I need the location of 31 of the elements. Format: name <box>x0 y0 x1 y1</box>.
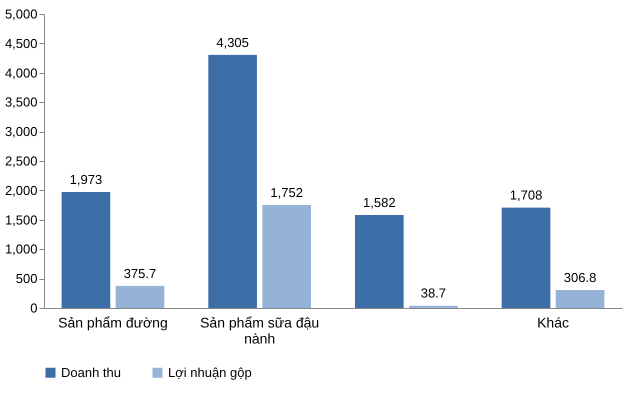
data-label: 4,305 <box>216 34 249 50</box>
x-tick-label: Sản phẩm sữa đậu nành <box>200 314 320 346</box>
y-tick-label: 1,000 <box>4 242 38 257</box>
bar <box>355 214 404 308</box>
data-label: 375.7 <box>124 266 156 281</box>
y-tick-label: 0 <box>30 300 38 316</box>
data-label: 306.8 <box>564 270 596 285</box>
x-tick-label: Sản phẩm đường <box>58 314 168 330</box>
legend-label: Doanh thu <box>61 364 121 380</box>
bar <box>116 286 164 308</box>
bar <box>62 192 110 308</box>
y-tick-label: 3,000 <box>4 124 38 140</box>
legend-label: Lợi nhuận gộp <box>168 364 252 380</box>
data-label: 1,973 <box>70 172 102 187</box>
y-tick-label: 2,500 <box>4 154 38 168</box>
y-tick-label: 500 <box>16 271 38 286</box>
y-tick-label: 2,000 <box>4 182 38 198</box>
x-tick-label: Khác <box>537 314 570 330</box>
bar <box>502 208 550 308</box>
y-tick-label: 4,000 <box>4 65 38 80</box>
y-tick-label: 1,500 <box>4 212 38 228</box>
data-label: 1,708 <box>510 188 542 203</box>
bar <box>262 204 311 308</box>
data-label: 1,582 <box>363 194 396 210</box>
y-tick-label: 3,500 <box>4 94 38 110</box>
data-label: 1,752 <box>270 184 303 200</box>
data-label: 38.7 <box>420 286 446 301</box>
bar <box>208 54 257 308</box>
y-tick-label: 5,000 <box>4 6 38 22</box>
y-tick-label: 4,500 <box>4 36 38 51</box>
bar <box>556 290 604 308</box>
